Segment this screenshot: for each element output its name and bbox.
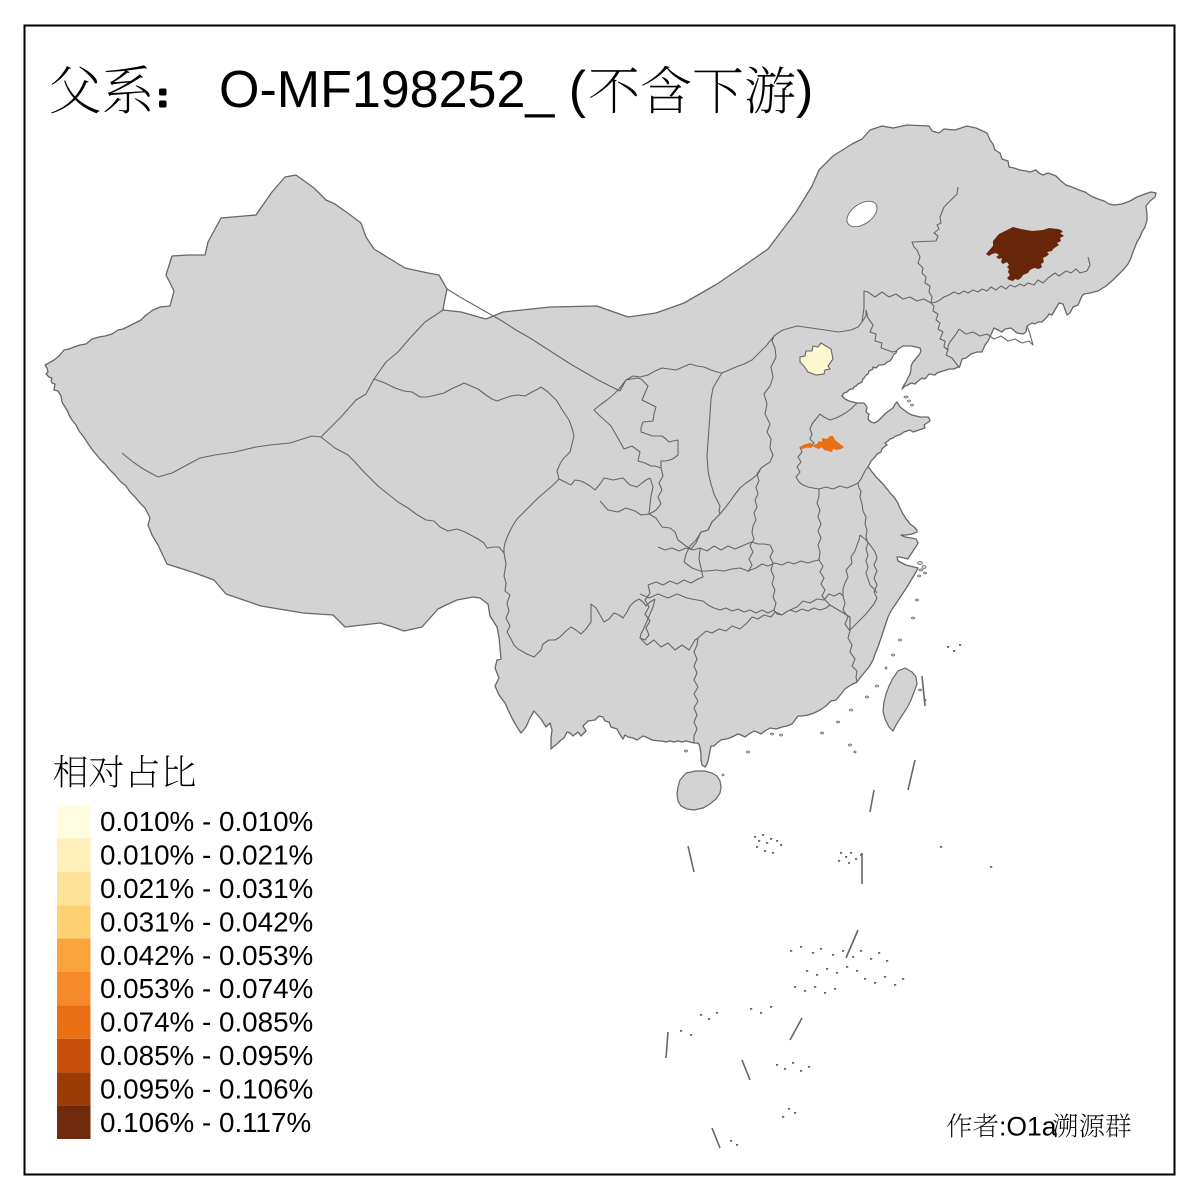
svg-text:0.074% - 0.085%: 0.074% - 0.085% xyxy=(100,1007,313,1038)
svg-text:0.010% - 0.010%: 0.010% - 0.010% xyxy=(100,806,313,837)
svg-text:O-MF198252_ (: O-MF198252_ ( xyxy=(219,61,587,119)
svg-text:0.010% - 0.021%: 0.010% - 0.021% xyxy=(100,840,313,871)
svg-text:0.053% - 0.074%: 0.053% - 0.074% xyxy=(100,973,313,1004)
svg-text:0.031% - 0.042%: 0.031% - 0.042% xyxy=(100,906,313,937)
svg-text:0.106% - 0.117%: 0.106% - 0.117% xyxy=(100,1107,311,1138)
svg-text:0.085% - 0.095%: 0.085% - 0.095% xyxy=(100,1040,313,1071)
svg-text::O1a: :O1a xyxy=(999,1112,1057,1142)
svg-text:0.042% - 0.053%: 0.042% - 0.053% xyxy=(100,940,313,971)
svg-text:0.095% - 0.106%: 0.095% - 0.106% xyxy=(100,1073,313,1104)
svg-text:0.021% - 0.031%: 0.021% - 0.031% xyxy=(100,873,313,904)
svg-text:): ) xyxy=(796,61,813,119)
